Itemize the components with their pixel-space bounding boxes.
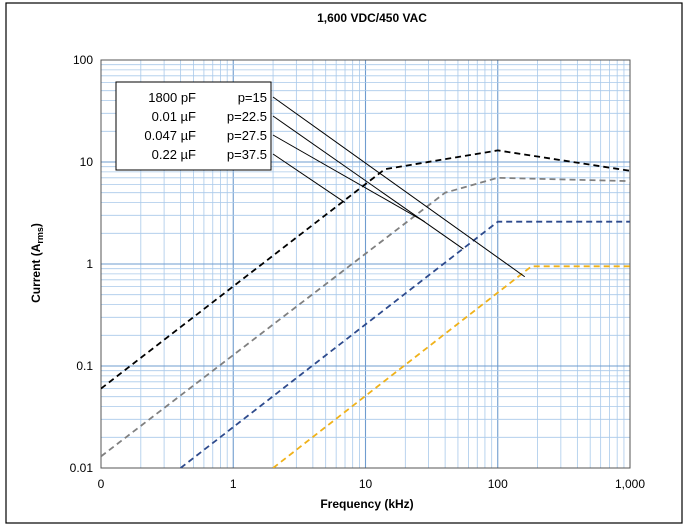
legend-entry-pitch: p=37.5 [227,147,267,162]
x-axis-label: Frequency (kHz) [320,497,413,511]
series-line-3 [101,149,630,390]
y-tick-label: 10 [80,155,94,169]
y-tick-label: 0.01 [70,461,94,475]
legend-entry-capacitance: 1800 pF [148,90,196,105]
series-line-2 [101,176,630,458]
legend-entry-capacitance: 0.22 µF [152,147,196,162]
x-tick-label: 10 [359,477,373,491]
legend-leaders [272,96,526,278]
legend-leader-line [272,153,346,204]
legend-entry-capacitance: 0.047 µF [144,128,196,143]
y-tick-label: 100 [73,53,93,67]
series-line-0 [272,265,630,468]
x-axis-ticks: 0 1 10 100 1,000 [98,477,646,491]
x-tick-label: 0 [98,477,105,491]
legend-leader-line [272,134,425,223]
legend: 1800 pF p=15 0.01 µF p=22.5 0.047 µF p=27.5 0.… [115,81,272,171]
y-tick-label: 1 [86,257,93,271]
legend-box [115,81,272,171]
chart-title: 1,600 VDC/450 VAC [317,11,427,25]
x-tick-label: 100 [488,477,508,491]
series-group [101,149,630,468]
plot-area [100,59,631,469]
y-axis-label: Current (Arms) [29,223,45,303]
chart-frame [5,2,683,524]
legend-leader-line [272,96,526,278]
legend-leader-line [272,115,464,250]
y-axis-ticks: 0.01 0.1 1 10 100 [70,53,94,475]
legend-entry-pitch: p=15 [238,90,267,105]
legend-entry-pitch: p=27.5 [227,128,267,143]
x-tick-label: 1,000 [615,477,645,491]
y-axis-label-main: Current (A [29,243,43,303]
series-line-1 [180,220,630,468]
y-axis-label-end: ) [29,223,43,227]
x-tick-label: 1 [230,477,237,491]
y-axis-label-sub: rms [35,227,45,244]
y-tick-label: 0.1 [76,359,93,373]
legend-entry-capacitance: 0.01 µF [152,109,196,124]
legend-entry-pitch: p=22.5 [227,109,267,124]
